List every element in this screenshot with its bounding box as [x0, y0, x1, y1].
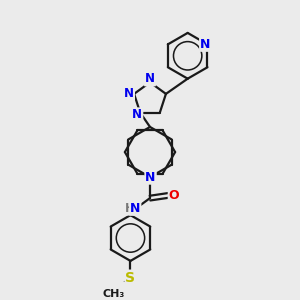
Text: N: N	[132, 108, 142, 121]
Text: N: N	[145, 73, 155, 85]
Text: CH₃: CH₃	[103, 290, 125, 299]
Text: N: N	[200, 38, 210, 51]
Text: N: N	[130, 202, 140, 215]
Text: N: N	[146, 171, 156, 184]
Text: H: H	[124, 202, 134, 215]
Text: O: O	[169, 189, 179, 202]
Text: N: N	[124, 87, 134, 101]
Text: S: S	[125, 271, 136, 285]
